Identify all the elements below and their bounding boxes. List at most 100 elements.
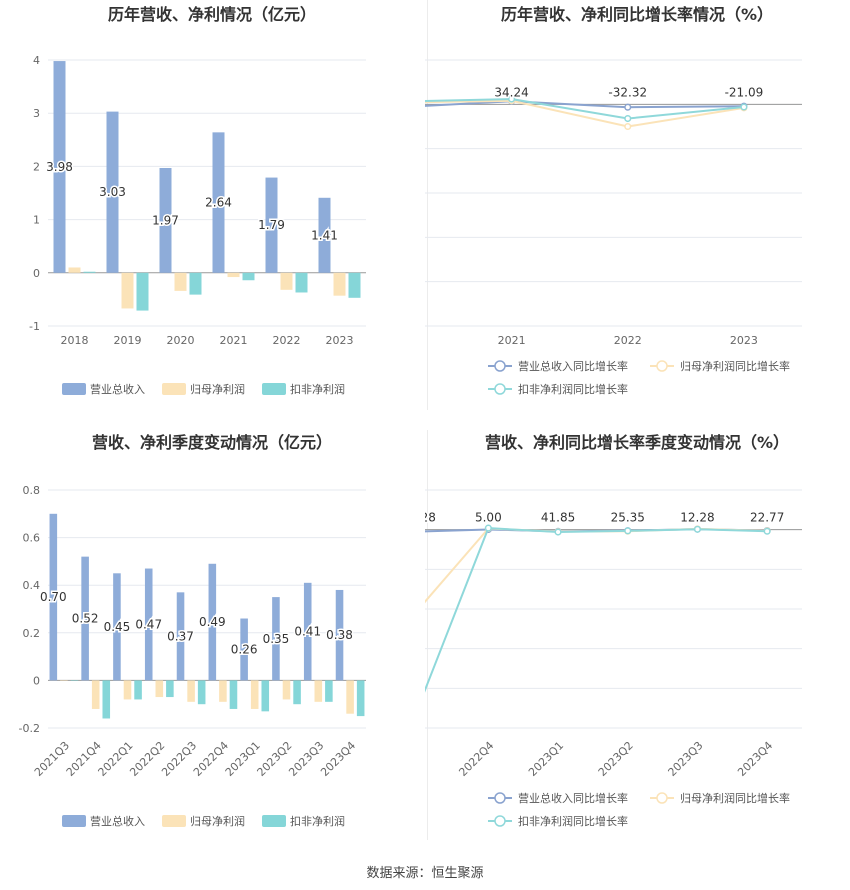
bar-data-label: 3.98 xyxy=(46,160,73,174)
bar xyxy=(155,680,164,698)
vertical-divider-top xyxy=(427,0,428,410)
bar xyxy=(83,271,96,273)
bar-data-label: 0.38 xyxy=(326,628,353,642)
y-tick-label: -1 xyxy=(29,320,40,333)
bar xyxy=(144,568,153,681)
legend-label: 营业总收入 xyxy=(90,382,145,396)
y-tick-label: 0.8 xyxy=(23,484,41,497)
bar xyxy=(60,680,68,681)
bar-data-label: 1.79 xyxy=(258,218,285,232)
bar xyxy=(282,680,291,700)
data-point xyxy=(508,95,516,103)
bar xyxy=(189,272,202,295)
chart-title: 历年营收、净利情况（亿元） xyxy=(108,5,316,24)
bar xyxy=(219,680,227,702)
line-data-label: 41.85 xyxy=(541,511,575,525)
bar xyxy=(174,272,187,291)
y-tick-label: 2 xyxy=(33,160,40,173)
y-tick-label: 1 xyxy=(33,214,40,227)
data-point xyxy=(763,527,771,535)
data-point xyxy=(484,524,492,532)
line-data-label: 12.28 xyxy=(680,511,714,525)
legend-swatch xyxy=(62,815,86,827)
bar xyxy=(134,680,142,700)
bar xyxy=(159,167,172,273)
bar xyxy=(113,573,121,681)
bar xyxy=(261,680,270,712)
data-point xyxy=(740,103,748,111)
x-tick-label: 2023Q2 xyxy=(596,739,636,779)
bar xyxy=(197,680,206,705)
bar xyxy=(240,618,248,681)
bar xyxy=(121,272,134,309)
vertical-divider-bottom xyxy=(427,430,428,840)
series-line xyxy=(425,527,768,604)
bar-data-label: 1.97 xyxy=(152,213,179,227)
x-tick-label: 2023Q3 xyxy=(666,739,706,779)
bar-data-label: 2.64 xyxy=(205,196,232,210)
x-tick-label: 2023 xyxy=(730,334,758,347)
data-point xyxy=(693,525,702,533)
bar xyxy=(333,272,346,296)
bar-data-label: 0.47 xyxy=(135,617,162,631)
legend-label: 营业总收入同比增长率 xyxy=(518,791,628,805)
y-tick-label: 0.2 xyxy=(23,627,41,640)
line-data-label: 47.28 xyxy=(425,511,436,525)
legend-swatch xyxy=(62,383,86,395)
y-tick-label: -0.2 xyxy=(19,722,40,735)
legend-marker xyxy=(494,792,506,804)
y-tick-label: 0 xyxy=(33,267,40,280)
y-tick-label: 0 xyxy=(33,674,40,687)
bar xyxy=(227,272,240,278)
x-tick-label: 2023Q1 xyxy=(526,739,566,779)
x-tick-label: 2022Q3 xyxy=(425,739,427,779)
y-tick-label: 4 xyxy=(33,54,40,67)
x-tick-label: 2020 xyxy=(167,334,195,347)
data-source-footer: 数据来源：恒生聚源 xyxy=(366,866,484,881)
x-tick-label: 2022 xyxy=(614,334,642,347)
x-tick-label: 2023 xyxy=(326,334,354,347)
line-data-label: 34.24 xyxy=(494,85,528,99)
line-data-label: -21.09 xyxy=(725,85,764,99)
legend-label: 归母净利润 xyxy=(190,382,245,396)
data-point xyxy=(624,103,632,111)
legend-marker xyxy=(494,815,506,827)
x-tick-label: 2023Q4 xyxy=(735,739,775,779)
legend-label: 营业总收入同比增长率 xyxy=(518,359,628,373)
data-point xyxy=(624,122,632,131)
bar xyxy=(166,680,174,698)
chart-title: 历年营收、净利同比增长率情况（%） xyxy=(501,5,773,24)
bar xyxy=(325,680,333,702)
series-line xyxy=(425,100,744,109)
chart-title: 营收、净利季度变动情况（亿元） xyxy=(92,433,332,452)
x-tick-label: 2018 xyxy=(61,334,89,347)
bar xyxy=(265,177,278,273)
bar xyxy=(91,680,100,709)
x-tick-label: 2022 xyxy=(273,334,301,347)
legend-label: 归母净利润 xyxy=(190,814,245,828)
bar xyxy=(208,563,217,681)
legend-label: 归母净利润同比增长率 xyxy=(680,791,790,805)
bar-data-label: 0.49 xyxy=(199,615,226,629)
bar xyxy=(335,589,344,681)
x-tick-label: 2023Q4 xyxy=(318,739,358,779)
bar xyxy=(314,680,323,702)
data-point xyxy=(624,527,632,535)
annual-revenue-profit-chart: 历年营收、净利情况（亿元） -1 0 1 2 3 4 2018 2019 2020 2021 2022… xyxy=(29,5,366,396)
bar xyxy=(212,132,225,273)
bar-data-label: 0.41 xyxy=(294,625,321,639)
bar xyxy=(81,556,89,681)
line-data-label: 5.00 xyxy=(475,511,502,525)
legend-swatch xyxy=(262,383,286,395)
legend-label: 扣非净利润同比增长率 xyxy=(518,814,628,828)
x-tick-label: 2019 xyxy=(114,334,142,347)
y-tick-label: 0.4 xyxy=(23,579,41,592)
bar-data-label: 0.52 xyxy=(72,612,99,626)
bar xyxy=(280,272,293,290)
chart-title: 营收、净利同比增长率季度变动情况（%） xyxy=(485,433,789,452)
bar-data-label: 0.45 xyxy=(104,620,131,634)
annual-growth-rate-chart: 历年营收、净利同比增长率情况（%）5000-500-1,000-1,500-2,… xyxy=(425,5,802,396)
series-line xyxy=(425,98,745,120)
bar xyxy=(272,597,280,681)
